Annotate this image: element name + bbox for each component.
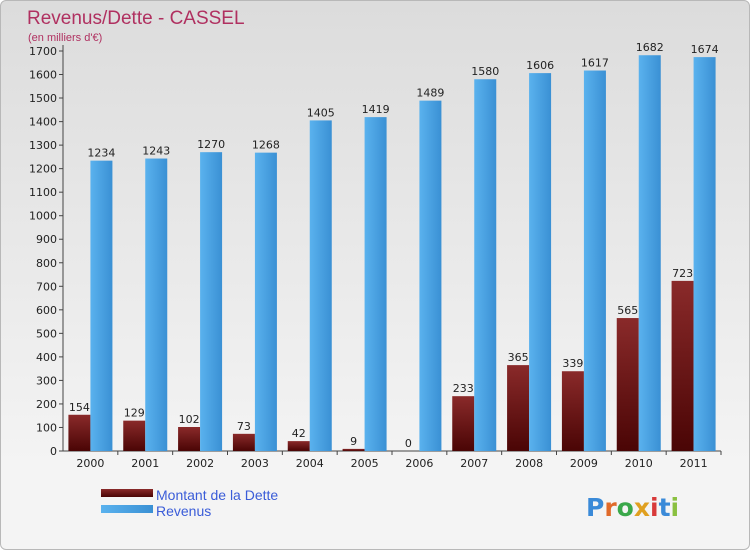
data-label-revenus: 1580 [471, 65, 499, 78]
data-label-dette: 154 [69, 401, 90, 414]
y-tick-label: 1000 [29, 210, 57, 223]
data-label-revenus: 1405 [307, 106, 335, 119]
bar-revenus [693, 57, 716, 451]
x-tick-label: 2010 [625, 457, 653, 470]
y-tick-label: 500 [36, 327, 57, 340]
y-tick-label: 1300 [29, 139, 57, 152]
data-label-revenus: 1606 [526, 59, 554, 72]
legend: Montant de la Dette Revenus [101, 487, 278, 519]
data-label-dette: 233 [453, 382, 474, 395]
x-tick-label: 2006 [405, 457, 433, 470]
data-label-dette: 339 [562, 357, 583, 370]
proxiti-logo: Proxiti [586, 493, 679, 522]
x-tick-label: 2002 [186, 457, 214, 470]
y-tick-label: 1200 [29, 163, 57, 176]
bar-dette [123, 420, 146, 451]
data-label-revenus: 1243 [142, 145, 170, 158]
x-tick-label: 2007 [460, 457, 488, 470]
bar-dette [671, 280, 694, 451]
y-tick-label: 0 [50, 445, 57, 458]
axes: 0 100 200 300 400 500 600 700 800 900 1000 1100 1200… [29, 45, 722, 470]
bars: 154 1234 129 1243 102 1270 73 1268 42 1405 9 1419 0 1… [68, 41, 719, 452]
x-tick-label: 2008 [515, 457, 543, 470]
legend-label-revenus: Revenus [156, 503, 211, 519]
y-tick-label: 400 [36, 351, 57, 364]
legend-swatch-revenus [101, 505, 153, 513]
proxiti-logo-text: Proxiti [586, 493, 679, 522]
bar-dette [342, 448, 365, 451]
bar-revenus [90, 160, 113, 451]
data-label-revenus: 1234 [87, 147, 115, 160]
data-label-revenus: 1682 [636, 41, 664, 54]
data-label-dette: 565 [617, 304, 638, 317]
bar-revenus [200, 152, 223, 452]
bar-revenus [529, 73, 552, 451]
bar-revenus [254, 152, 277, 451]
data-label-revenus: 1489 [416, 87, 444, 100]
x-tick-label: 2005 [351, 457, 379, 470]
bar-revenus [419, 100, 442, 451]
legend-swatch-debt [101, 489, 153, 497]
y-tick-label: 200 [36, 398, 57, 411]
bar-revenus [583, 70, 606, 451]
data-label-dette: 129 [124, 407, 145, 420]
y-tick-label: 1700 [29, 45, 57, 58]
y-tick-label: 1100 [29, 186, 57, 199]
bar-revenus [638, 55, 661, 452]
bar-dette [561, 371, 584, 451]
data-label-dette: 0 [405, 437, 412, 450]
chart-title: Revenus/Dette - CASSEL [27, 8, 245, 29]
x-tick-label: 2004 [296, 457, 324, 470]
bar-revenus [364, 117, 387, 451]
data-label-dette: 9 [350, 435, 357, 448]
bar-revenus [309, 120, 332, 451]
data-label-revenus: 1617 [581, 57, 609, 70]
x-tick-label: 2003 [241, 457, 269, 470]
bar-dette [452, 396, 475, 451]
bar-dette [616, 318, 639, 451]
data-label-revenus: 1268 [252, 139, 280, 152]
y-tick-label: 600 [36, 304, 57, 317]
y-tick-label: 800 [36, 257, 57, 270]
bar-dette [507, 365, 530, 451]
legend-label-debt: Montant de la Dette [156, 487, 278, 503]
y-tick-label: 900 [36, 233, 57, 246]
data-label-revenus: 1270 [197, 138, 225, 151]
y-tick-label: 700 [36, 280, 57, 293]
x-tick-label: 2000 [76, 457, 104, 470]
y-tick-label: 1400 [29, 116, 57, 129]
bar-dette [232, 433, 255, 451]
bar-revenus [474, 79, 497, 451]
bar-dette [68, 414, 91, 451]
bar-dette [287, 441, 310, 451]
data-label-dette: 365 [508, 351, 529, 364]
data-label-dette: 73 [237, 420, 251, 433]
bar-dette [178, 427, 201, 451]
chart-subtitle: (en milliers d'€) [28, 32, 102, 44]
x-tick-label: 2011 [680, 457, 708, 470]
data-label-dette: 723 [672, 267, 693, 280]
y-tick-label: 300 [36, 374, 57, 387]
x-tick-label: 2001 [131, 457, 159, 470]
y-tick-label: 1600 [29, 69, 57, 82]
bar-revenus [145, 158, 168, 451]
x-tick-label: 2009 [570, 457, 598, 470]
data-label-revenus: 1419 [362, 103, 390, 116]
y-tick-label: 1500 [29, 92, 57, 105]
data-label-dette: 42 [292, 427, 306, 440]
data-label-revenus: 1674 [691, 43, 719, 56]
y-tick-label: 100 [36, 421, 57, 434]
data-label-dette: 102 [179, 413, 200, 426]
